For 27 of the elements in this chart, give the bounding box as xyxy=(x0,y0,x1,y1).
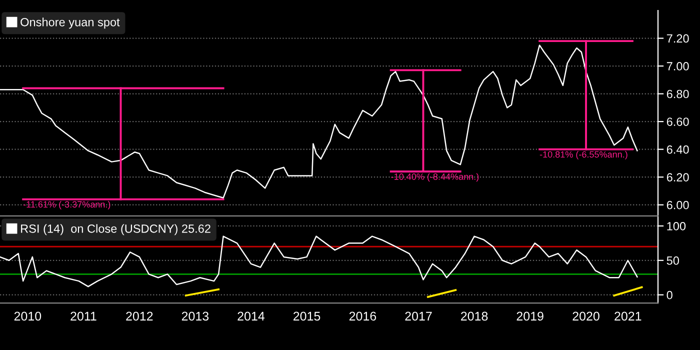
x-tick-label: 2020 xyxy=(572,312,600,321)
annotation: -10.40% (-8.44%ann.) xyxy=(391,173,479,182)
x-tick-label: 2013 xyxy=(182,312,209,321)
y-tick-label: 0 xyxy=(666,290,672,300)
annotation: -11.61% (-3.37%ann.) xyxy=(23,200,110,210)
y-tick-label: 6.20 xyxy=(666,173,689,182)
legend-label: RSI (14) on Close (USDCNY) 25.62 xyxy=(21,224,210,236)
x-tick-label: 2011 xyxy=(70,312,96,321)
x-tick-label: 2019 xyxy=(516,312,544,321)
legend-label: Onshore yuan spot xyxy=(20,18,120,29)
x-tick-label: 2015 xyxy=(293,312,320,321)
x-tick-label: 2014 xyxy=(238,312,265,321)
y-tick-label: 6.40 xyxy=(666,145,689,154)
x-tick-label: 2021 xyxy=(614,312,642,321)
x-tick-label: 2017 xyxy=(405,312,432,321)
y-tick-label: 7.20 xyxy=(666,34,689,43)
y-tick-label: 50 xyxy=(666,256,680,265)
y-tick-label: 6.80 xyxy=(666,90,689,98)
y-tick-label: 6.00 xyxy=(666,200,689,210)
x-tick-label: 2018 xyxy=(461,312,488,321)
x-tick-label: 2012 xyxy=(126,312,153,321)
y-tick-label: 7.00 xyxy=(666,62,689,70)
annotation: -10.81% (-6.55%ann.) xyxy=(540,150,628,160)
x-tick-label: 2010 xyxy=(14,312,42,321)
y-tick-label: 6.60 xyxy=(666,118,689,126)
y-tick-label: 100 xyxy=(667,222,686,230)
x-tick-label: 2016 xyxy=(349,312,376,321)
